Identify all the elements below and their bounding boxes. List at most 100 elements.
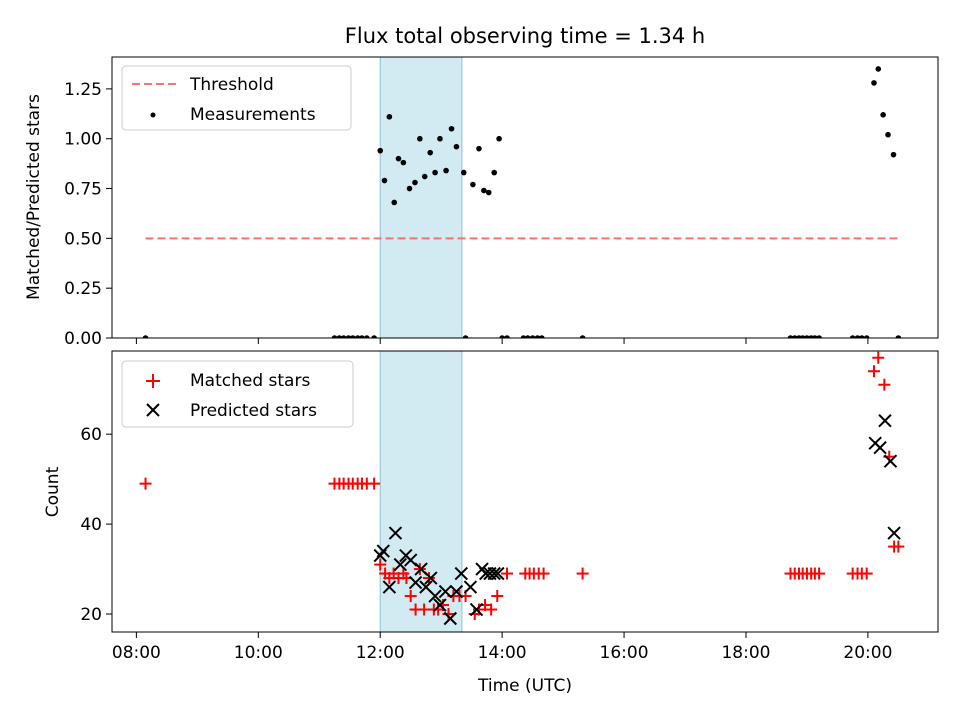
marker-stroke [419, 580, 433, 594]
legend-predicted-swatch [146, 403, 160, 417]
predicted-star-marker [469, 602, 484, 617]
measurement-point [529, 335, 536, 338]
legend-measurements-label: Measurements [190, 105, 316, 125]
measurement-point [386, 113, 393, 120]
predicted-star-marker [454, 566, 469, 581]
predicted-star-marker [443, 611, 458, 626]
measurement-point [849, 335, 856, 338]
matched-star-marker [576, 567, 589, 580]
top-y-axis-label: Matched/Predicted stars [24, 94, 44, 300]
y-tick-label: 20 [80, 605, 102, 625]
bottom-y-axis: 20 40 60 [80, 425, 112, 625]
matched-star-marker [892, 540, 905, 553]
x-tick-label: 16:00 [600, 643, 649, 663]
matched-star-marker [139, 477, 152, 490]
measurement-point [804, 335, 810, 338]
legend-threshold-label: Threshold [189, 75, 274, 95]
measurement-point [462, 335, 469, 338]
measurement-point [871, 80, 877, 86]
marker-stroke [873, 440, 887, 455]
bottom-y-axis-label: Count [43, 466, 63, 517]
observing-window-band [379, 56, 463, 339]
measurement-point [470, 181, 476, 188]
top-legend: Threshold Measurements [121, 65, 352, 131]
predicted-star-marker [887, 526, 901, 540]
measurement-point [863, 335, 870, 338]
measurement-point [496, 135, 502, 142]
measurement-point [331, 335, 338, 338]
measurement-point [400, 159, 407, 166]
marker-stroke [382, 580, 397, 594]
measurement-point [359, 335, 365, 338]
predicted-star-marker [883, 454, 898, 468]
measurement-point [504, 335, 510, 338]
measurement-point [391, 199, 398, 206]
marker-stroke [403, 553, 418, 567]
predicted-star-marker [878, 413, 892, 428]
matched-star-marker [404, 590, 417, 603]
marker-stroke [443, 611, 458, 626]
x-tick-label: 14:00 [478, 643, 527, 663]
bottom-panel-marks [139, 351, 905, 626]
matched-star-marker [368, 477, 381, 490]
top-legend-box [121, 65, 352, 131]
measurement-point [481, 187, 487, 194]
x-tick-label: 10:00 [234, 643, 283, 663]
bottom-panel-frame [111, 350, 939, 633]
x-tick-label: 12:00 [356, 643, 405, 663]
chart-title: Flux total observing time = 1.34 h [345, 24, 705, 48]
y-tick-label: 1.25 [64, 80, 102, 100]
predicted-star-marker [487, 566, 501, 581]
measurement-point [443, 167, 449, 174]
matched-star-marker [867, 365, 880, 378]
y-tick-label: 0.50 [64, 229, 102, 249]
y-tick-label: 40 [80, 515, 102, 535]
x-tick-label: 08:00 [112, 643, 161, 663]
x-tick-label: 18:00 [721, 643, 770, 663]
y-tick-label: 60 [80, 425, 102, 445]
matched-star-marker [501, 567, 514, 580]
measurement-point [406, 185, 413, 192]
measurement-point [787, 335, 794, 338]
measurement-point [432, 169, 438, 176]
matched-star-marker [374, 558, 387, 571]
matched-star-marker [485, 603, 498, 616]
measurement-point [340, 335, 347, 338]
predicted-star-marker [438, 584, 453, 599]
measurement-point [816, 335, 822, 338]
measurement-point [799, 335, 806, 338]
predicted-star-marker [376, 544, 390, 558]
measurement-point [377, 147, 384, 154]
marker-stroke [388, 526, 403, 540]
bottom-legend-box [121, 360, 354, 428]
measurement-point [859, 335, 865, 338]
marker-stroke [438, 584, 453, 599]
bottom-panel: 20 40 60 08:00 10:00 12:00 14:00 16:00 18:00 20:… [43, 350, 939, 696]
marker-stroke [414, 562, 428, 576]
measurement-point [412, 179, 418, 186]
measurement-point [371, 335, 377, 338]
measurement-point [417, 135, 423, 142]
legend-matched-swatch [146, 374, 160, 388]
matched-star-marker [860, 567, 873, 580]
marker-stroke [883, 454, 898, 468]
matched-star-marker [422, 572, 435, 585]
marker-stroke [428, 589, 442, 603]
measurement-point [453, 143, 460, 150]
marker-stroke [449, 584, 464, 599]
predicted-star-marker [393, 557, 408, 572]
top-panel-frame [111, 56, 939, 339]
predicted-star-marker [491, 566, 505, 581]
predicted-star-marker [873, 440, 887, 455]
measurement-point [534, 335, 541, 338]
measurement-point [336, 335, 343, 338]
y-tick-label: 1.00 [64, 130, 102, 150]
measurement-point [364, 335, 370, 338]
predicted-star-marker [463, 580, 478, 594]
measurement-point [524, 335, 531, 338]
measurement-point [791, 335, 798, 338]
observing-window-shade-top [379, 56, 463, 339]
top-panel-marks [142, 66, 902, 338]
predicted-star-marker [433, 598, 447, 612]
marker-stroke [491, 566, 505, 581]
